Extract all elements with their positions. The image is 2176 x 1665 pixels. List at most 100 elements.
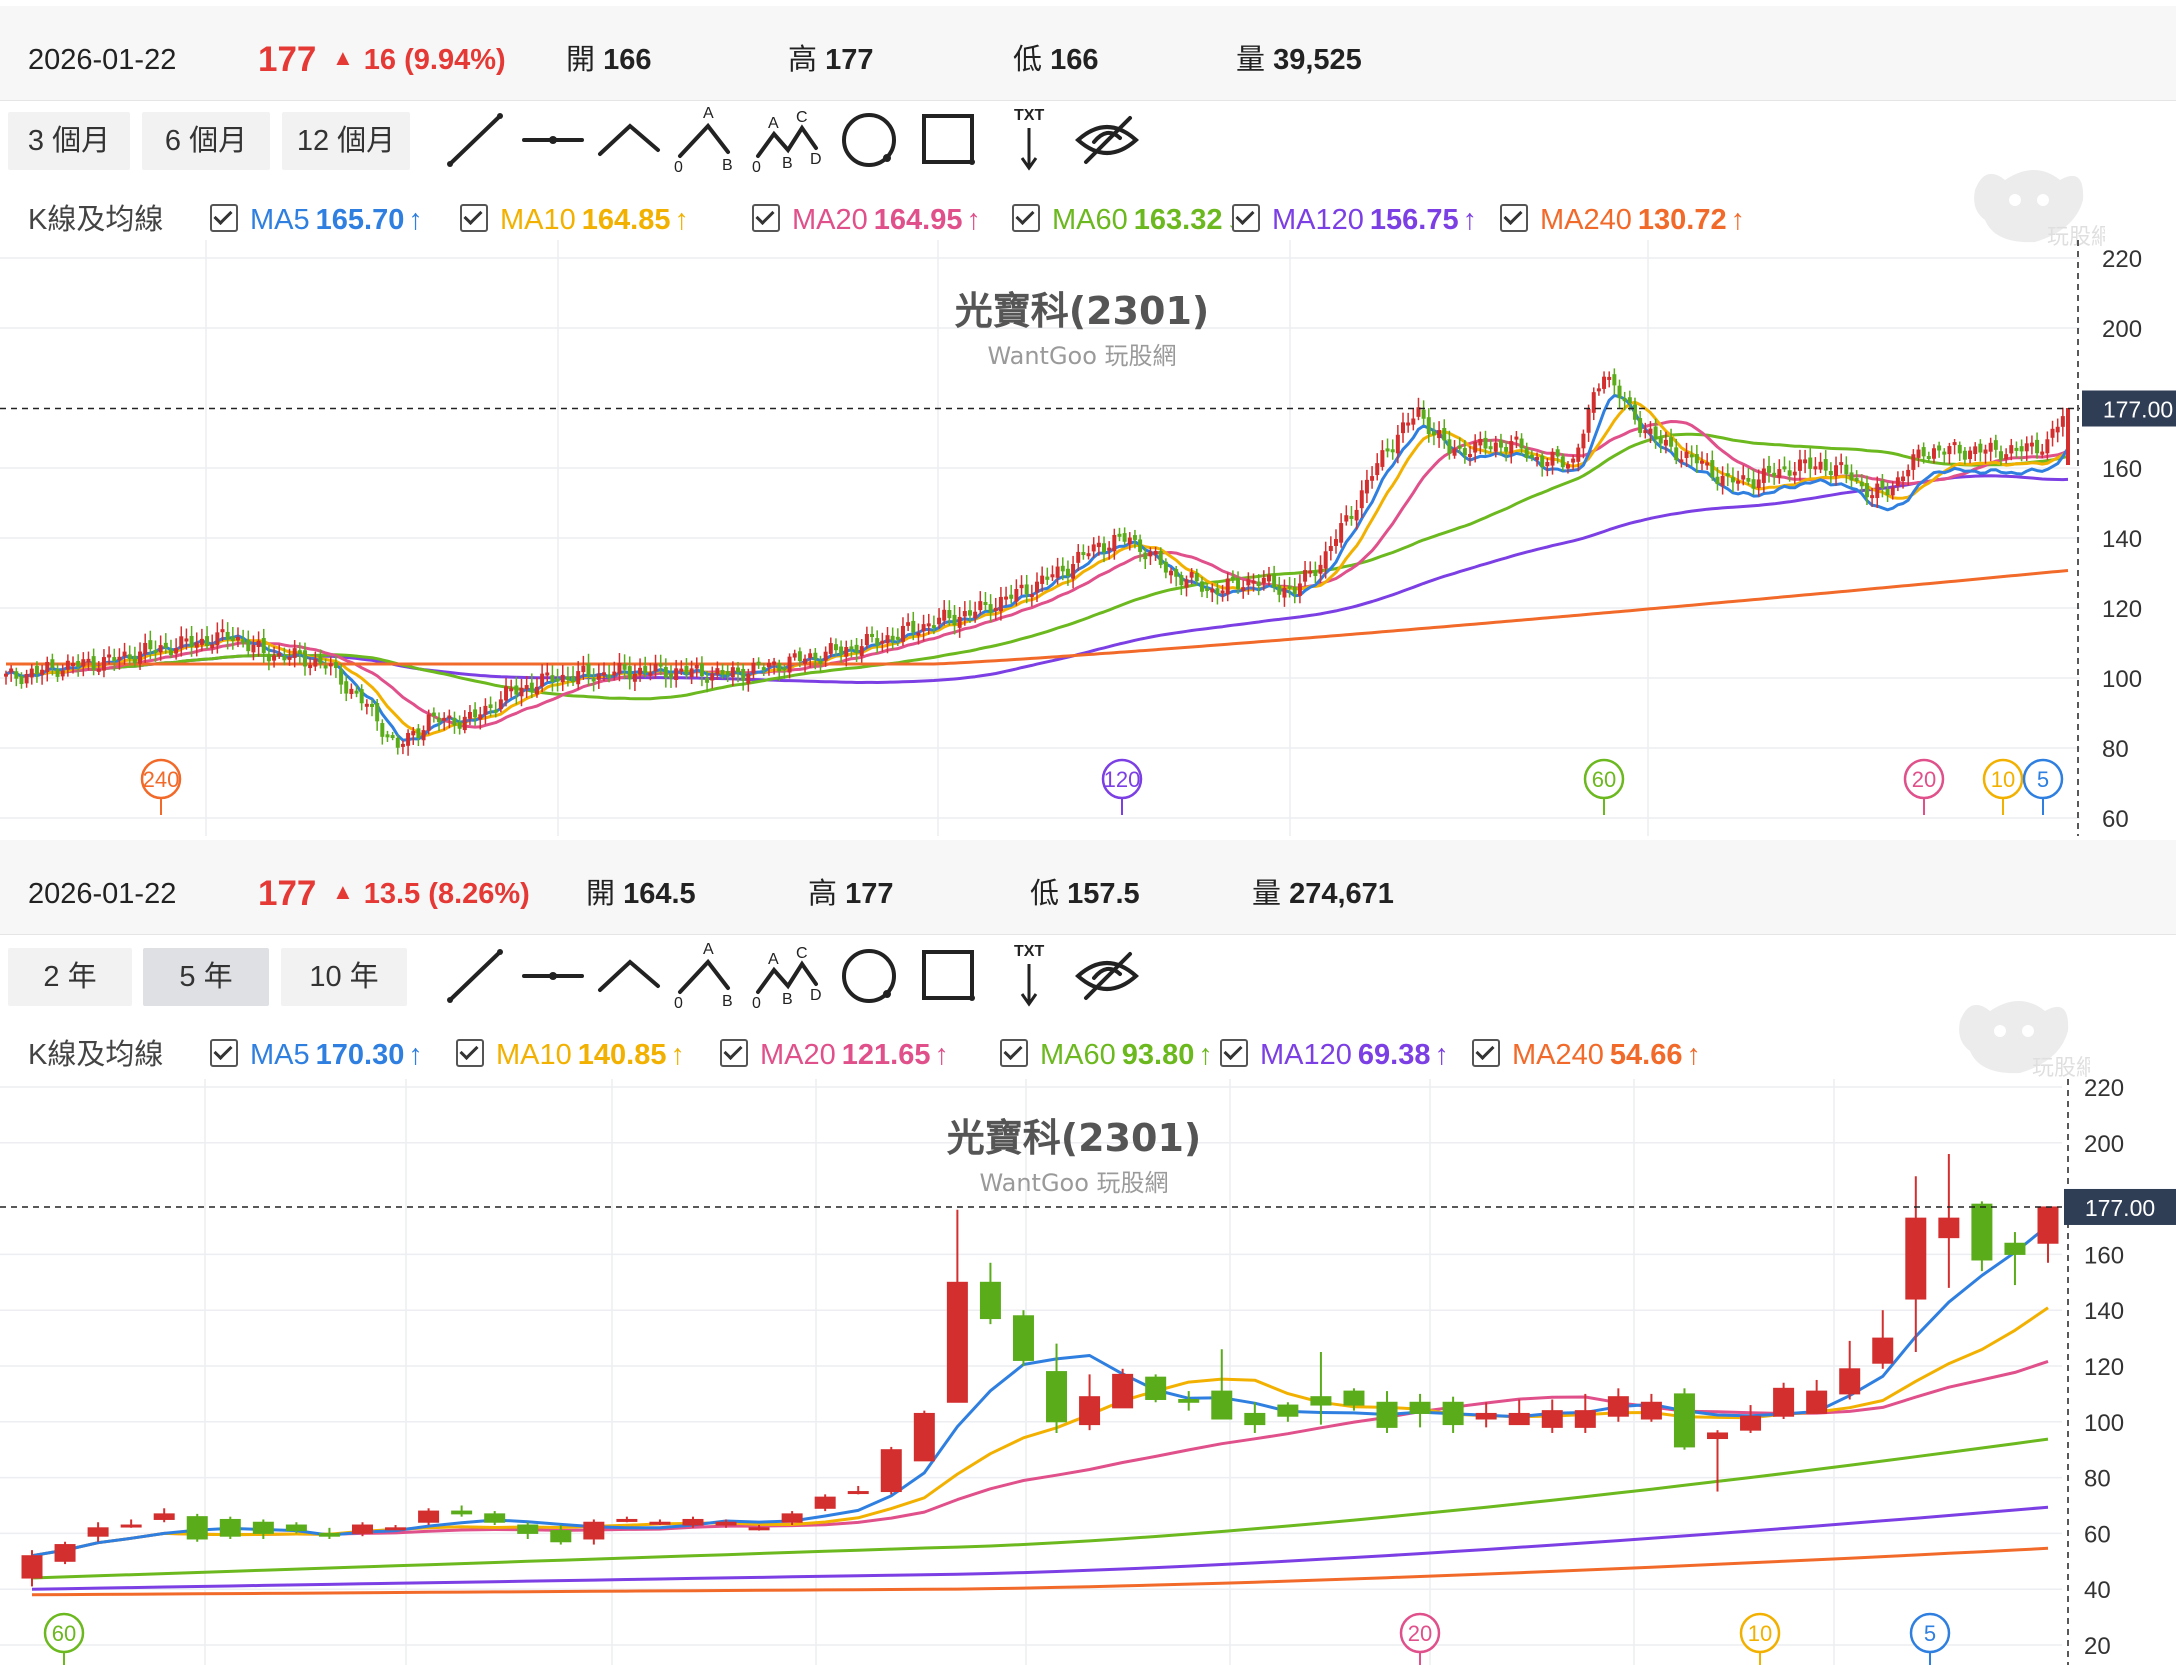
tool-letter: TXT bbox=[1014, 107, 1044, 124]
candle bbox=[1720, 466, 1725, 495]
candle bbox=[777, 659, 782, 681]
y-tick-label: 220 bbox=[2084, 1079, 2124, 1102]
candle bbox=[710, 666, 715, 689]
candle bbox=[906, 613, 911, 632]
ma-toggle-ma60[interactable]: MA60 93.80 ↑ bbox=[1000, 1025, 1213, 1085]
candle bbox=[1401, 412, 1406, 443]
ma-toggle-ma20[interactable]: MA20 121.65 ↑ bbox=[720, 1025, 949, 1085]
candle bbox=[545, 662, 550, 682]
ma-toggle-ma10[interactable]: MA10 140.85 ↑ bbox=[456, 1025, 685, 1085]
candle bbox=[1813, 457, 1818, 476]
checkbox-icon[interactable] bbox=[210, 1039, 238, 1068]
candle bbox=[1349, 505, 1354, 526]
candle bbox=[880, 1446, 902, 1495]
candle bbox=[1261, 570, 1266, 591]
quote-low: 低 157.5 bbox=[1030, 878, 1140, 910]
checkbox-icon[interactable] bbox=[752, 204, 780, 233]
candle bbox=[1591, 387, 1596, 421]
checkbox-icon[interactable] bbox=[456, 1039, 484, 1068]
text-arrow-tool-icon[interactable]: TXT bbox=[994, 104, 1064, 174]
line-tool-icon[interactable] bbox=[440, 104, 510, 174]
y-tick-label: 80 bbox=[2102, 736, 2129, 763]
checkbox-icon[interactable] bbox=[1220, 1039, 1248, 1068]
horizontal-line-tool-icon[interactable] bbox=[518, 940, 588, 1010]
candle bbox=[498, 691, 503, 713]
hide-drawings-icon[interactable] bbox=[1072, 940, 1142, 1010]
range-10y-button[interactable]: 10 年 bbox=[281, 948, 407, 1006]
candle bbox=[926, 613, 931, 635]
tool-letter: 0 bbox=[752, 159, 761, 174]
candle bbox=[1148, 547, 1153, 565]
checkbox-icon[interactable] bbox=[720, 1039, 748, 1068]
candle bbox=[1493, 435, 1498, 458]
ma-toggle-ma120[interactable]: MA120 156.75 ↑ bbox=[1232, 190, 1477, 250]
logo-text: 玩股網 bbox=[2032, 1056, 2090, 1081]
angle-tool-icon[interactable] bbox=[594, 104, 664, 174]
candle bbox=[256, 631, 261, 657]
candle bbox=[1632, 397, 1637, 425]
candle bbox=[1947, 442, 1952, 465]
line-tool-icon[interactable] bbox=[440, 940, 510, 1010]
range-5y-button[interactable]: 5 年 bbox=[143, 948, 269, 1006]
candle bbox=[285, 1522, 307, 1534]
candle bbox=[1354, 499, 1359, 530]
ma-toggle-ma5[interactable]: MA5 165.70 ↑ bbox=[210, 190, 423, 250]
candle bbox=[1359, 480, 1364, 519]
checkbox-icon[interactable] bbox=[1472, 1039, 1500, 1068]
weekly-candlestick-chart[interactable]: 220 200 160 140 120 100 80 60 40 20 光寶科(2301) WantG… bbox=[0, 1079, 2176, 1665]
ma-toggle-ma240[interactable]: MA240 130.72 ↑ bbox=[1500, 190, 1745, 250]
candle bbox=[844, 640, 849, 667]
candle bbox=[4, 670, 8, 685]
range-3m-button[interactable]: 3 個月 bbox=[8, 112, 130, 170]
abc-pattern-tool-icon[interactable]: A 0 B bbox=[672, 940, 742, 1012]
candle bbox=[682, 1516, 704, 1528]
hide-drawings-icon[interactable] bbox=[1072, 104, 1142, 174]
range-12m-button[interactable]: 12 個月 bbox=[282, 112, 410, 170]
range-6m-button[interactable]: 6 個月 bbox=[142, 112, 270, 170]
candle bbox=[220, 619, 225, 642]
checkbox-icon[interactable] bbox=[210, 204, 238, 233]
candle bbox=[1777, 459, 1782, 484]
text-arrow-tool-icon[interactable]: TXT bbox=[994, 940, 1064, 1010]
ma-marker-120: 120 bbox=[1101, 758, 1143, 815]
candle bbox=[504, 677, 509, 707]
candle bbox=[663, 658, 668, 688]
circle-tool-icon[interactable] bbox=[834, 940, 904, 1010]
candle bbox=[1246, 572, 1251, 595]
checkbox-icon[interactable] bbox=[1500, 204, 1528, 233]
candle bbox=[1519, 433, 1524, 456]
candle bbox=[864, 626, 869, 649]
ma-toggle-ma20[interactable]: MA20 164.95 ↑ bbox=[752, 190, 981, 250]
ma-toggle-ma240[interactable]: MA240 54.66 ↑ bbox=[1472, 1025, 1701, 1085]
candle bbox=[1648, 421, 1653, 444]
checkbox-icon[interactable] bbox=[1012, 204, 1040, 233]
checkbox-icon[interactable] bbox=[460, 204, 488, 233]
rectangle-tool-icon[interactable] bbox=[914, 940, 984, 1010]
checkbox-icon[interactable] bbox=[1000, 1039, 1028, 1068]
daily-candlestick-chart[interactable]: 220 200 160 140 120 100 80 60 光寶科(2301) WantGoo 玩… bbox=[0, 240, 2176, 836]
horizontal-line-tool-icon[interactable] bbox=[518, 104, 588, 174]
ma-toggle-ma5[interactable]: MA5 170.30 ↑ bbox=[210, 1025, 423, 1085]
candle bbox=[1081, 544, 1086, 560]
candle bbox=[1230, 570, 1235, 584]
candle bbox=[380, 719, 385, 745]
candle bbox=[122, 642, 127, 665]
abc-pattern-tool-icon[interactable]: A 0 B bbox=[672, 104, 742, 176]
rectangle-tool-icon[interactable] bbox=[914, 104, 984, 174]
candle bbox=[1541, 1399, 1563, 1433]
quote-date: 2026-01-22 bbox=[28, 878, 177, 910]
candle bbox=[519, 678, 524, 707]
angle-tool-icon[interactable] bbox=[594, 940, 664, 1010]
candle bbox=[529, 673, 534, 699]
circle-tool-icon[interactable] bbox=[834, 104, 904, 174]
ma-toggle-ma10[interactable]: MA10 164.85 ↑ bbox=[460, 190, 689, 250]
candle bbox=[1901, 470, 1906, 489]
checkbox-icon[interactable] bbox=[1232, 204, 1260, 233]
range-2y-button[interactable]: 2 年 bbox=[8, 948, 132, 1006]
candle bbox=[1937, 441, 1942, 458]
ma-toggle-ma120[interactable]: MA120 69.38 ↑ bbox=[1220, 1025, 1449, 1085]
candle bbox=[1184, 575, 1189, 597]
